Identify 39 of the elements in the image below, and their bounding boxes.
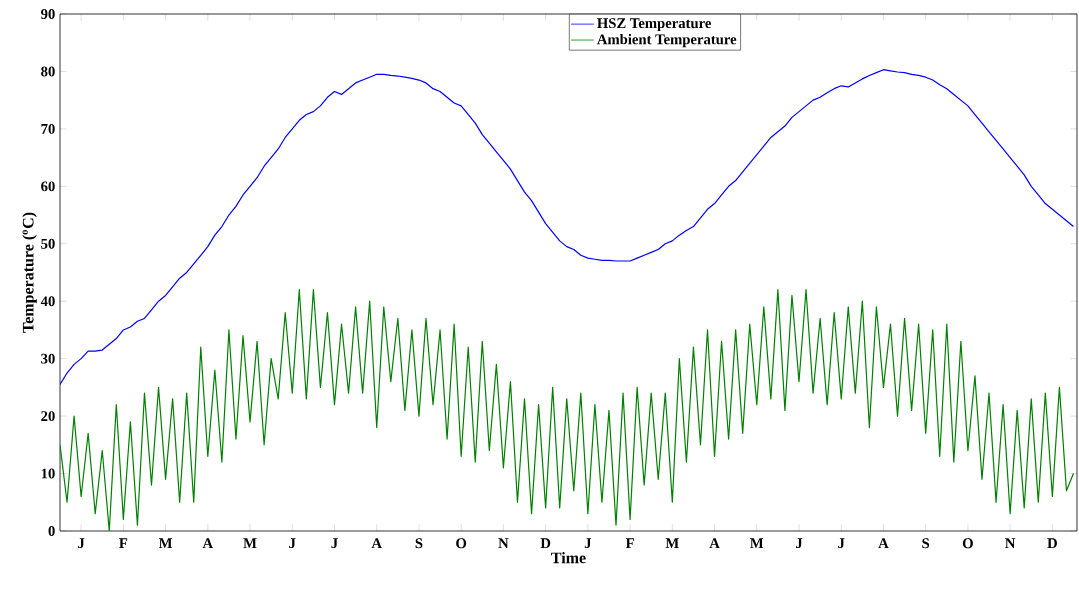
x-tick-label: F <box>625 538 634 548</box>
x-tick-label: N <box>1005 538 1016 548</box>
y-axis-title: Temperature ($^{o}$C) <box>22 212 37 333</box>
x-tick-label: J <box>78 538 85 549</box>
x-tick-label: A <box>878 538 889 549</box>
y-tick-label: 40 <box>40 296 55 307</box>
x-tick-label: S <box>415 538 423 549</box>
x-tick-label: O <box>962 538 973 549</box>
x-tick-label: J <box>331 538 338 549</box>
y-tick-label: 90 <box>41 9 55 19</box>
line-series <box>60 289 1075 531</box>
x-tick-label: M <box>750 538 764 548</box>
x-tick-label: A <box>371 538 382 549</box>
y-tick-label: 20 <box>41 411 55 422</box>
x-tick-label: M <box>158 538 173 548</box>
legend-label: HSZ Temperature <box>597 18 711 32</box>
x-tick-label: J <box>289 538 296 549</box>
y-tick-label: 50 <box>41 238 55 249</box>
x-tick-label: D <box>1047 538 1057 548</box>
x-tick-label: A <box>709 538 720 549</box>
x-tick-label: J <box>584 538 592 549</box>
legend-label: Ambient Temperature <box>597 33 737 48</box>
x-tick-label: M <box>243 538 257 548</box>
y-tick-label: 10 <box>41 468 55 479</box>
y-tick-label: 30 <box>41 353 55 364</box>
x-tick-label: S <box>922 538 930 549</box>
x-tick-label: N <box>498 538 509 548</box>
y-tick-label: 0 <box>48 526 55 536</box>
x-tick-label: J <box>795 538 803 549</box>
x-tick-label: J <box>838 538 845 549</box>
y-tick-label: 80 <box>41 66 55 77</box>
x-tick-label: A <box>202 538 213 549</box>
x-tick-label: M <box>665 538 679 548</box>
y-tick-label: 70 <box>41 123 55 134</box>
x-axis-title: Time <box>551 552 586 564</box>
x-tick-label: O <box>456 538 467 549</box>
x-tick-label: F <box>119 538 128 548</box>
y-tick-label: 60 <box>41 181 55 192</box>
x-tick-label: D <box>540 538 551 548</box>
